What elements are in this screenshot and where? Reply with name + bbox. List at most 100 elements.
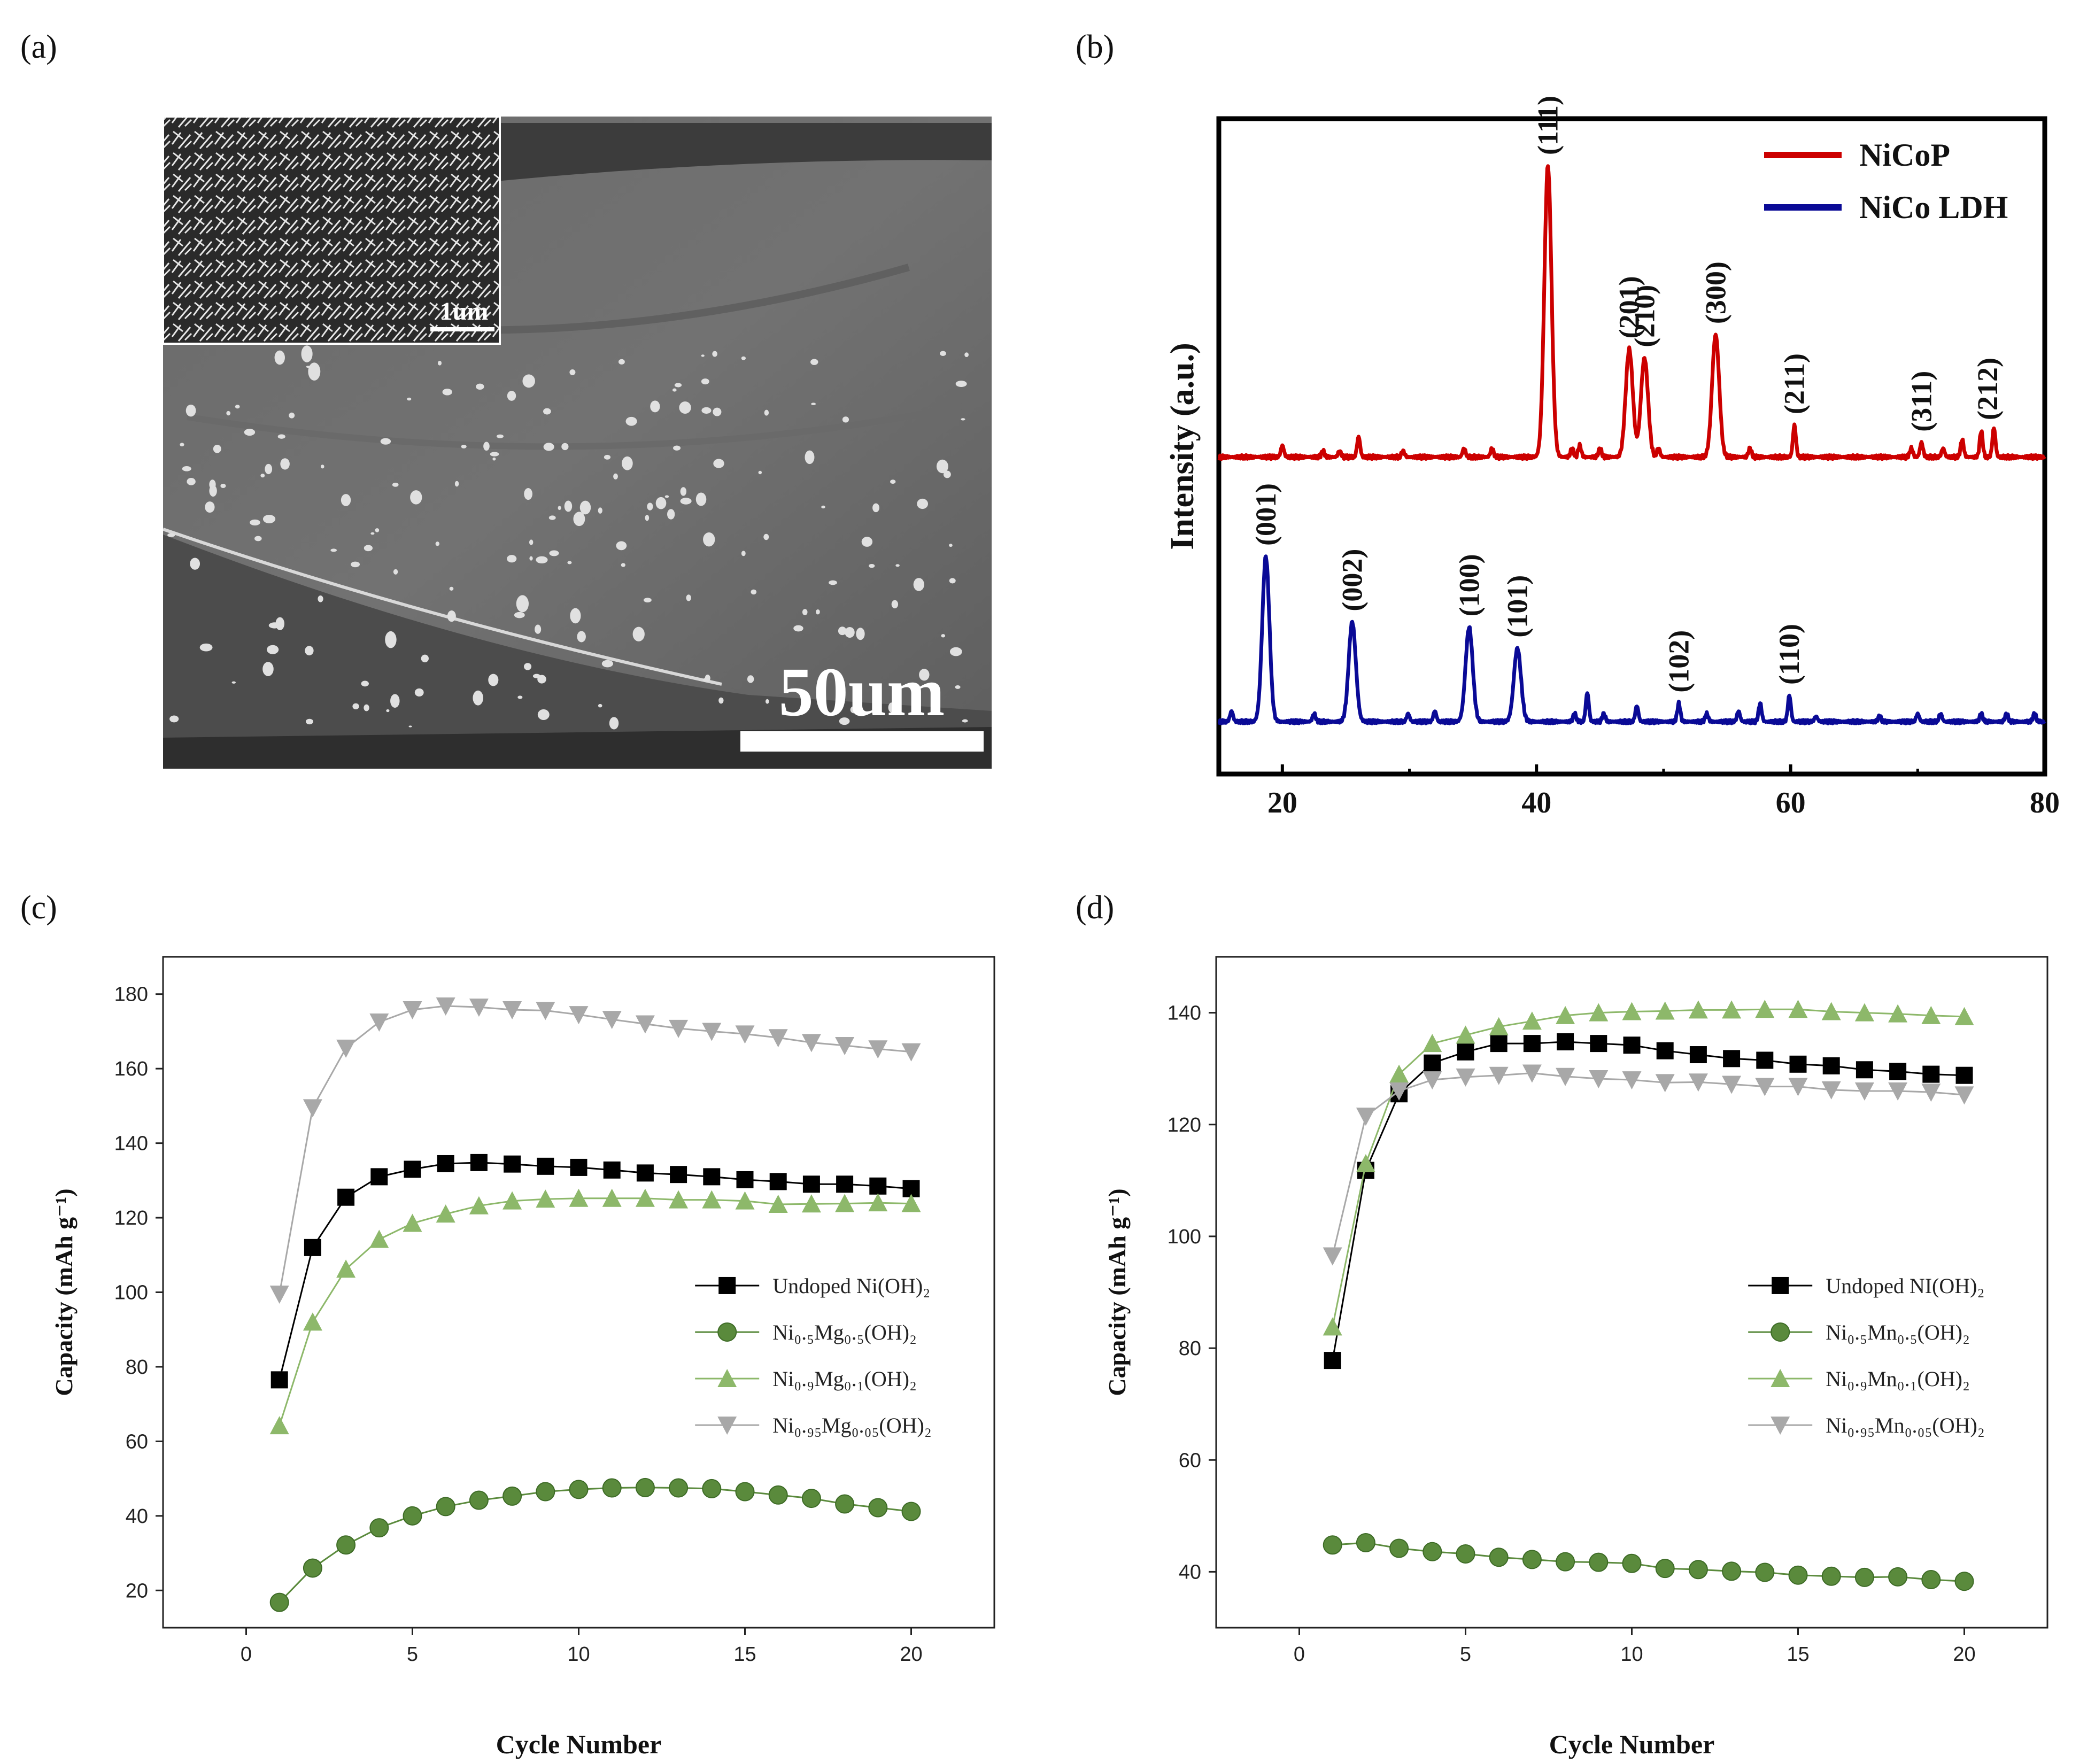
sem-particle [507, 391, 516, 401]
x-tick-label: 5 [1460, 1643, 1471, 1666]
legend-label: Ni₀.₉Mg₀.₁(OH)₂ [772, 1367, 917, 1391]
sem-particle [701, 378, 709, 385]
sem-particle [943, 470, 951, 478]
data-point [868, 1040, 888, 1059]
sem-particle [289, 412, 295, 419]
data-point [1954, 1086, 1974, 1105]
series-line-nicop [1217, 164, 2046, 461]
x-tick-label: 20 [1267, 786, 1297, 819]
legend-label: Ni₀.₅Mg₀.₅(OH)₂ [772, 1320, 917, 1344]
data-point [304, 1239, 321, 1256]
sem-particle [549, 550, 559, 556]
sem-particle [476, 383, 484, 390]
sem-particle [516, 595, 529, 613]
data-point [469, 1490, 489, 1510]
sem-particle [537, 709, 550, 720]
data-point [569, 1480, 589, 1499]
x-tick-label: 0 [1294, 1643, 1305, 1666]
y-tick-label: 180 [114, 984, 148, 1006]
sem-particle [213, 445, 221, 453]
sem-particle [262, 662, 274, 676]
x-tick-label: 5 [407, 1643, 418, 1666]
peak-label: (102) [1663, 630, 1695, 693]
data-point [1722, 1076, 1742, 1094]
data-point [503, 1191, 522, 1210]
scale-bar [740, 731, 984, 752]
sem-particle [205, 501, 215, 513]
data-point [901, 1502, 921, 1521]
data-point [768, 1485, 788, 1505]
panel-label-d: (d) [1076, 889, 1114, 926]
sem-particle [185, 404, 196, 417]
sem-particle [410, 490, 422, 505]
data-point [1856, 1061, 1873, 1079]
data-point [1921, 1005, 1941, 1024]
data-point [1688, 1073, 1708, 1092]
sem-particle [473, 690, 484, 706]
sem-particle [702, 678, 708, 682]
data-point [436, 1497, 455, 1517]
data-point [736, 1171, 754, 1188]
data-point [503, 1001, 522, 1020]
data-point [1656, 1042, 1674, 1059]
sem-particle [447, 610, 456, 622]
data-point [1689, 1046, 1707, 1064]
peak-label: (110) [1773, 624, 1805, 685]
sem-particle [598, 507, 602, 514]
data-point [868, 1193, 888, 1212]
sem-particle [625, 416, 637, 426]
sem-particle [850, 706, 857, 714]
sem-particle [695, 492, 707, 506]
data-point [269, 1285, 289, 1304]
sem-particle [869, 563, 875, 568]
data-point [768, 1029, 788, 1048]
y-tick-label: 80 [1179, 1337, 1201, 1360]
data-point [769, 1173, 787, 1190]
data-point [602, 1011, 622, 1030]
data-point [603, 1161, 621, 1179]
data-point [1556, 1067, 1575, 1086]
data-point [1489, 1548, 1509, 1567]
peak-label: (212) [1972, 358, 2004, 420]
data-point [569, 1188, 589, 1207]
data-point [269, 1416, 289, 1435]
scale-bar-label: 50um [779, 654, 945, 731]
sem-particle [751, 589, 757, 595]
data-point [717, 1416, 737, 1435]
data-point [1489, 1017, 1509, 1035]
data-point [1589, 1552, 1609, 1572]
sem-particle [955, 381, 967, 388]
sem-particle [231, 681, 236, 684]
data-point [1557, 1033, 1574, 1050]
sem-particle [421, 654, 429, 663]
y-axis-title: Capacity (mAh g⁻¹) [1103, 1188, 1131, 1396]
sem-particle [449, 586, 454, 591]
sem-particle [577, 631, 586, 643]
sem-particle [616, 541, 627, 551]
peak-label: (300) [1699, 261, 1731, 324]
sem-particle [320, 465, 324, 469]
sem-particle [386, 709, 390, 713]
sem-particle [535, 624, 542, 634]
legend-label: Undoped Ni(OH)₂ [772, 1274, 930, 1298]
sem-particle [701, 354, 705, 357]
peak-label: (210) [1628, 285, 1660, 347]
sem-particle [209, 479, 216, 490]
sem-particle [407, 397, 412, 401]
data-point [1490, 1035, 1508, 1053]
data-point [602, 1188, 622, 1207]
sem-particle [543, 408, 551, 415]
series-line [1332, 1072, 1965, 1256]
legend-label: Ni₀.₉Mn₀.₁(OH)₂ [1826, 1367, 1970, 1391]
sem-particle [483, 442, 490, 451]
sem-particle [810, 359, 818, 365]
data-point [403, 1001, 422, 1020]
sem-particle [961, 418, 965, 421]
data-point [1589, 1003, 1609, 1022]
data-point [703, 1168, 721, 1186]
y-tick-label: 60 [126, 1430, 148, 1453]
data-point [669, 1478, 689, 1498]
peak-label: (211) [1779, 353, 1811, 414]
data-point [1755, 1562, 1775, 1582]
data-point [718, 1276, 736, 1294]
